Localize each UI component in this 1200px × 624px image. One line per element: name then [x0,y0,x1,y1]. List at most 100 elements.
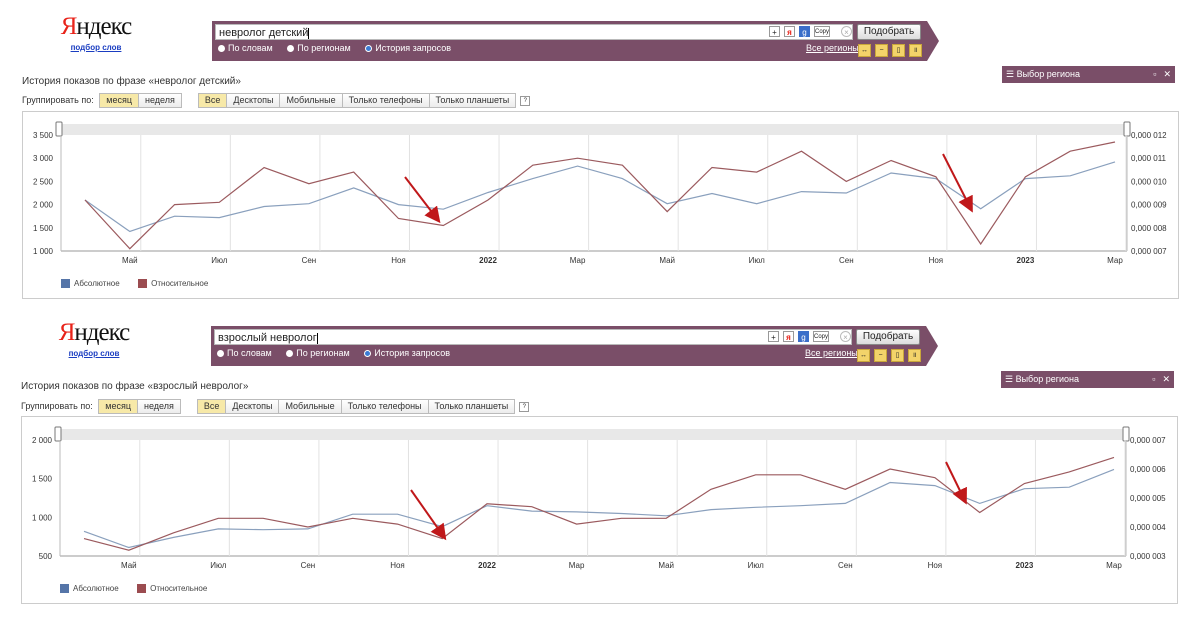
x-tick-label: Май [121,561,137,570]
device-phones[interactable]: Только телефоны [340,399,429,414]
chart-box: Май Июл Сен Ноя 2022 Мар Май Июл Сен Ноя 2023 Мар 50… [21,416,1178,604]
group-week[interactable]: неделя [137,399,181,414]
close-icon[interactable]: ✕ [1162,374,1170,384]
radio-by-words[interactable]: По словам [218,43,273,53]
x-tick-label: 2023 [1017,256,1035,265]
x-tick-label: Мар [1106,561,1122,570]
pin-icon[interactable]: ▯ [891,349,904,362]
mode-radios: По словам По регионам История запросов [218,43,463,53]
annotation-arrow [945,461,967,505]
minus-icon[interactable]: − [874,349,887,362]
device-mobile[interactable]: Мобильные [279,93,343,108]
search-input[interactable]: взрослый невролог [214,329,852,345]
region-panel[interactable]: ☰ Выбор региона ▫ ✕ [1002,66,1175,83]
search-bar: взрослый невролог + я g Copy × Подобрать… [211,326,938,366]
search-input[interactable]: невролог детский [215,24,853,40]
device-all[interactable]: Все [196,399,227,414]
clear-icon[interactable]: × [841,26,852,37]
y-right-tick-label: 0,000 004 [1130,523,1166,532]
navigator-handle-right [1122,426,1130,442]
panel-1: Яндекс подбор слов невролог детский + я … [22,13,1179,299]
radio-by-words[interactable]: По словам [217,348,272,358]
y-left-tick-label: 3 000 [33,154,54,163]
x-tick-label: Сен [839,256,854,265]
radio-by-regions[interactable]: По регионам [287,43,351,53]
clear-icon[interactable]: × [840,331,851,342]
device-mobile[interactable]: Мобильные [278,399,342,414]
annotation-arrow [410,489,447,541]
radio-by-regions[interactable]: По регионам [286,348,350,358]
device-phones[interactable]: Только телефоны [341,93,430,108]
x-tick-label: Мар [569,561,585,570]
chart-box: Май Июл Сен Ноя 2022 Мар Май Июл Сен Ноя 2023 Мар 1 … [22,111,1179,299]
pin-icon[interactable]: ▯ [892,44,905,57]
expand-icon[interactable]: ↔ [857,349,870,362]
device-tablets[interactable]: Только планшеты [428,93,517,108]
wordstat-link[interactable]: подбор слов [70,43,122,52]
minus-icon[interactable]: − [875,44,888,57]
help-icon[interactable]: ? [520,95,531,106]
all-regions-link[interactable]: Все регионы [806,43,859,53]
device-all[interactable]: Все [197,93,228,108]
legend-absolute[interactable]: Абсолютное [60,584,119,593]
legend-absolute[interactable]: Абсолютное [61,279,120,288]
legend-relative[interactable]: Относительное [137,584,207,593]
x-tick-label: Май [122,256,138,265]
x-tick-label: Сен [301,561,316,570]
copy-button[interactable]: Copy [813,331,829,342]
x-tick-label: 2022 [478,561,496,570]
close-icon[interactable]: ✕ [1163,69,1171,79]
pick-button[interactable]: Подобрать [856,329,920,345]
pause-icon[interactable]: ॥ [908,349,921,362]
expand-icon[interactable]: ↔ [858,44,871,57]
yandex-icon[interactable]: я [784,26,795,37]
yandex-logo[interactable]: Яндекс подбор слов [60,13,133,53]
x-tick-label: Июл [748,561,765,570]
group-month[interactable]: месяц [98,399,138,414]
device-tablets[interactable]: Только планшеты [427,399,516,414]
device-desktop[interactable]: Десктопы [226,93,281,108]
yandex-logo[interactable]: Яндекс подбор слов [58,320,131,359]
pause-icon[interactable]: ॥ [909,44,922,57]
annotation-arrow [942,153,973,213]
panel-2: Яндекс подбор слов взрослый невролог + я… [0,306,1200,618]
x-tick-label: Май [658,561,674,570]
plus-icon[interactable]: + [769,26,780,37]
device-desktop[interactable]: Десктопы [225,399,280,414]
x-tick-label: Ноя [928,561,943,570]
group-month[interactable]: месяц [99,93,139,108]
yandex-icon[interactable]: я [783,331,794,342]
wordstat-link[interactable]: подбор слов [68,349,120,358]
group-week[interactable]: неделя [138,93,182,108]
minimize-icon[interactable]: ▫ [1152,374,1156,384]
history-chart: Май Июл Сен Ноя 2022 Мар Май Июл Сен Ноя 2023 Мар 50… [32,426,1166,570]
region-panel[interactable]: ☰ Выбор региона ▫ ✕ [1001,371,1174,388]
y-right-tick-label: 0,000 009 [1131,201,1167,210]
x-tick-label: Ноя [391,256,406,265]
annotation-arrow [404,176,441,224]
radio-history[interactable]: История запросов [365,43,451,53]
legend-relative[interactable]: Относительное [138,279,208,288]
help-icon[interactable]: ? [519,401,530,412]
plus-icon[interactable]: + [768,331,779,342]
group-controls: Группировать по: месяц неделя Все Десктопы… [22,93,531,108]
y-right-tick-label: 0,000 008 [1131,224,1167,233]
x-tick-label: Сен [838,561,853,570]
pick-button[interactable]: Подобрать [857,24,921,40]
y-left-tick-label: 1 500 [32,475,53,484]
y-right-tick-label: 0,000 011 [1131,154,1167,163]
x-tick-label: Июл [210,561,227,570]
series-absolute-line [83,468,1115,549]
minimize-icon[interactable]: ▫ [1153,69,1157,79]
google-icon[interactable]: g [798,331,809,342]
y-left-tick-label: 500 [39,552,53,561]
y-right-tick-label: 0,000 012 [1131,131,1167,140]
radio-history[interactable]: История запросов [364,348,450,358]
phrase-title: История показов по фразе «взрослый невро… [21,381,249,392]
copy-button[interactable]: Copy [814,26,830,37]
all-regions-link[interactable]: Все регионы [805,348,858,358]
logo-text: Яндекс [60,13,133,40]
google-icon[interactable]: g [799,26,810,37]
group-controls: Группировать по: месяц неделя Все Десктопы… [21,399,530,414]
y-right-tick-label: 0,000 006 [1130,465,1166,474]
